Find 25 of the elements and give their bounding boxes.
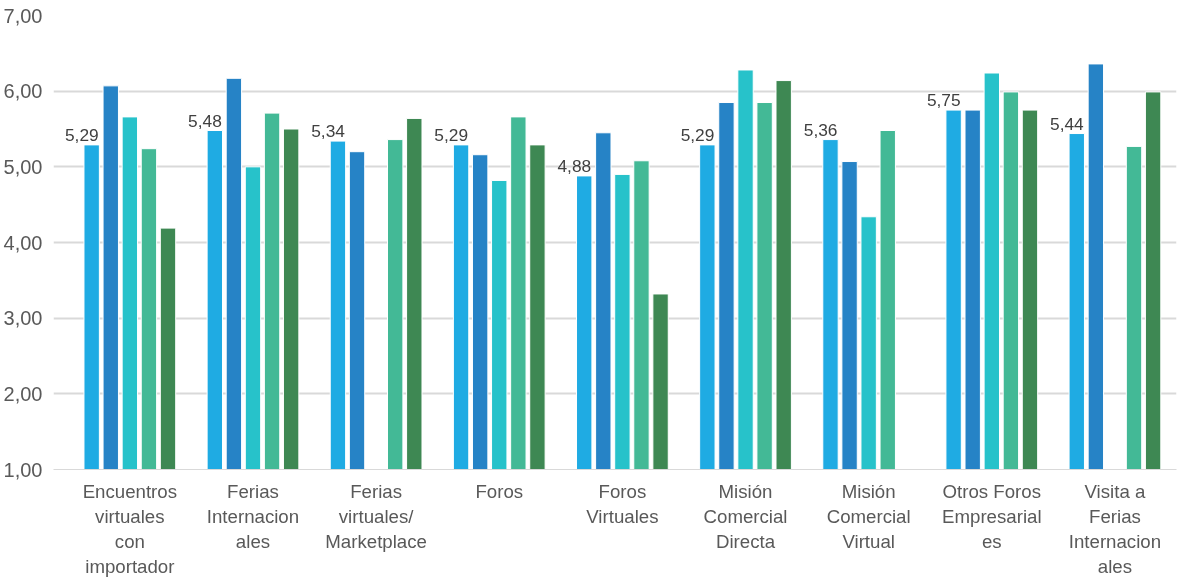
x-tick-label: Otros Foros Empresariales	[942, 480, 1042, 552]
data-label: 5,34	[311, 121, 346, 142]
data-label: 5,29	[434, 124, 469, 145]
data-label: 5,29	[680, 124, 715, 145]
x-tick-label: Encuentros virtuales con importador	[82, 480, 178, 578]
y-tick-label: 2,00	[3, 382, 43, 405]
x-tick-label: Foros Virtuales	[586, 480, 659, 527]
y-tick-label: 3,00	[3, 307, 43, 330]
y-tick-label: 7,00	[3, 4, 43, 27]
y-tick-label: 4,00	[3, 231, 43, 254]
data-label: 4,88	[557, 155, 592, 176]
y-tick-label: 6,00	[3, 80, 43, 103]
data-label: 5,44	[1050, 113, 1085, 134]
data-label: 5,48	[188, 110, 222, 131]
data-label: 5,75	[926, 90, 961, 111]
y-tick-label: 1,00	[3, 458, 43, 481]
y-tick-label: 5,00	[3, 155, 43, 178]
x-tick-label: Ferias virtuales/ Marketplace	[325, 480, 427, 552]
data-label: 5,29	[64, 124, 99, 145]
data-label: 5,36	[803, 119, 838, 140]
x-tick-label: Foros	[475, 480, 524, 502]
x-tick-label: Misión Comercial Virtual	[826, 480, 911, 552]
x-tick-label: Visita a Ferias Internacionales	[1068, 480, 1162, 578]
x-tick-label: Misión Comercial Directa	[703, 480, 788, 552]
x-tick-label: Ferias Internacionales	[206, 480, 300, 552]
